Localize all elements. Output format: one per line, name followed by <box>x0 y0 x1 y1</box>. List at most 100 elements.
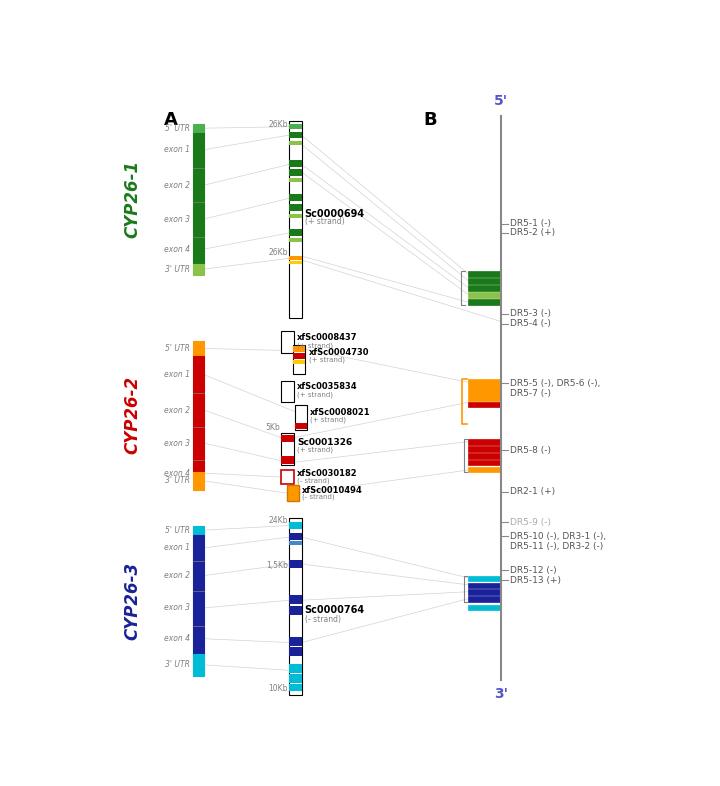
Text: DR5-1 (-): DR5-1 (-) <box>510 219 551 228</box>
Bar <box>468 597 500 602</box>
Bar <box>289 238 302 242</box>
Bar <box>289 132 302 138</box>
Text: xfSc0008437: xfSc0008437 <box>297 333 357 342</box>
Text: (+ strand): (+ strand) <box>309 357 345 363</box>
Bar <box>289 560 302 567</box>
Text: (+ strand): (+ strand) <box>310 417 346 424</box>
Bar <box>289 261 302 264</box>
Bar <box>294 423 307 429</box>
Text: Sc0001326: Sc0001326 <box>297 438 352 447</box>
Text: DR5-8 (-): DR5-8 (-) <box>510 446 551 454</box>
Bar <box>289 595 302 604</box>
Text: 3' UTR: 3' UTR <box>165 476 190 486</box>
Bar <box>289 204 302 211</box>
Text: exon 3: exon 3 <box>164 604 190 612</box>
Bar <box>193 133 204 264</box>
Bar <box>468 299 500 304</box>
Bar <box>193 472 204 490</box>
Bar <box>294 406 307 430</box>
Bar <box>193 654 204 676</box>
Text: CYP26-3: CYP26-3 <box>124 561 142 640</box>
Text: DR5-3 (-): DR5-3 (-) <box>510 309 551 318</box>
Bar <box>193 264 204 274</box>
Bar <box>468 439 500 445</box>
Bar <box>293 346 305 352</box>
Bar <box>193 526 204 534</box>
Text: exon 3: exon 3 <box>164 215 190 223</box>
Bar <box>193 123 204 133</box>
Text: xfSc0030182: xfSc0030182 <box>297 469 358 479</box>
Bar <box>289 637 302 646</box>
Text: xfSc0010494: xfSc0010494 <box>302 486 363 494</box>
Text: CYP26-1: CYP26-1 <box>124 160 142 238</box>
Bar <box>289 121 302 318</box>
Text: 3' UTR: 3' UTR <box>165 660 190 670</box>
Bar <box>282 456 294 464</box>
Bar <box>468 271 500 277</box>
Bar <box>289 229 302 236</box>
Text: 3' UTR: 3' UTR <box>165 265 190 274</box>
Text: Sc0000764: Sc0000764 <box>305 605 365 615</box>
Text: DR5-13 (+): DR5-13 (+) <box>510 575 561 585</box>
Bar <box>468 605 500 610</box>
Bar <box>289 169 302 176</box>
Bar <box>289 141 302 145</box>
Bar <box>468 285 500 291</box>
Text: exon 3: exon 3 <box>164 439 190 448</box>
Text: exon 1: exon 1 <box>164 370 190 379</box>
Bar <box>468 467 500 472</box>
Bar <box>468 379 500 401</box>
Bar <box>289 214 302 218</box>
Bar <box>282 470 294 484</box>
Text: 5' UTR: 5' UTR <box>165 123 190 133</box>
Text: (- strand): (- strand) <box>302 494 335 500</box>
Text: exon 2: exon 2 <box>164 406 190 414</box>
Bar <box>468 278 500 284</box>
Bar <box>287 486 300 501</box>
Bar <box>282 435 294 443</box>
Text: DR5-5 (-), DR5-6 (-),: DR5-5 (-), DR5-6 (-), <box>510 379 600 387</box>
Text: DR5-7 (-): DR5-7 (-) <box>510 388 551 398</box>
Text: (+ strand): (+ strand) <box>297 446 333 454</box>
Bar <box>468 402 500 407</box>
Text: xfSc0008021: xfSc0008021 <box>310 408 371 417</box>
Text: Sc0000694: Sc0000694 <box>305 208 365 219</box>
Text: exon 2: exon 2 <box>164 571 190 580</box>
Bar <box>293 344 305 374</box>
Bar <box>289 160 302 167</box>
Bar <box>289 684 302 691</box>
Bar <box>289 647 302 656</box>
Text: (+ strand): (+ strand) <box>297 342 333 348</box>
Bar <box>193 356 204 472</box>
Bar <box>468 590 500 595</box>
Bar <box>289 605 302 615</box>
Bar <box>193 340 204 356</box>
Bar <box>289 256 302 260</box>
Text: 5' UTR: 5' UTR <box>165 344 190 353</box>
Bar <box>468 292 500 298</box>
Bar <box>289 533 302 540</box>
Text: 5': 5' <box>494 94 508 108</box>
Text: exon 4: exon 4 <box>164 468 190 478</box>
Bar <box>289 124 302 129</box>
Text: DR5-9 (-): DR5-9 (-) <box>510 518 551 527</box>
Text: exon 1: exon 1 <box>164 145 190 154</box>
Text: CYP26-2: CYP26-2 <box>124 376 142 454</box>
Text: DR5-10 (-), DR3-1 (-),: DR5-10 (-), DR3-1 (-), <box>510 532 606 541</box>
Bar <box>289 194 302 201</box>
Bar <box>289 541 302 545</box>
Text: 1,5Kb: 1,5Kb <box>266 561 287 570</box>
Text: 10Kb: 10Kb <box>268 684 287 693</box>
Bar <box>468 582 500 588</box>
Text: 26Kb: 26Kb <box>268 248 287 257</box>
Text: exon 1: exon 1 <box>164 543 190 553</box>
Text: A: A <box>163 112 178 129</box>
Bar <box>468 575 500 581</box>
Bar <box>293 353 305 359</box>
Text: 26Kb: 26Kb <box>268 119 287 129</box>
Text: DR5-2 (+): DR5-2 (+) <box>510 229 555 237</box>
Text: (+ strand): (+ strand) <box>305 217 344 226</box>
Text: DR5-4 (-): DR5-4 (-) <box>510 319 551 329</box>
Text: 5Kb: 5Kb <box>265 423 280 432</box>
Text: exon 4: exon 4 <box>164 634 190 643</box>
